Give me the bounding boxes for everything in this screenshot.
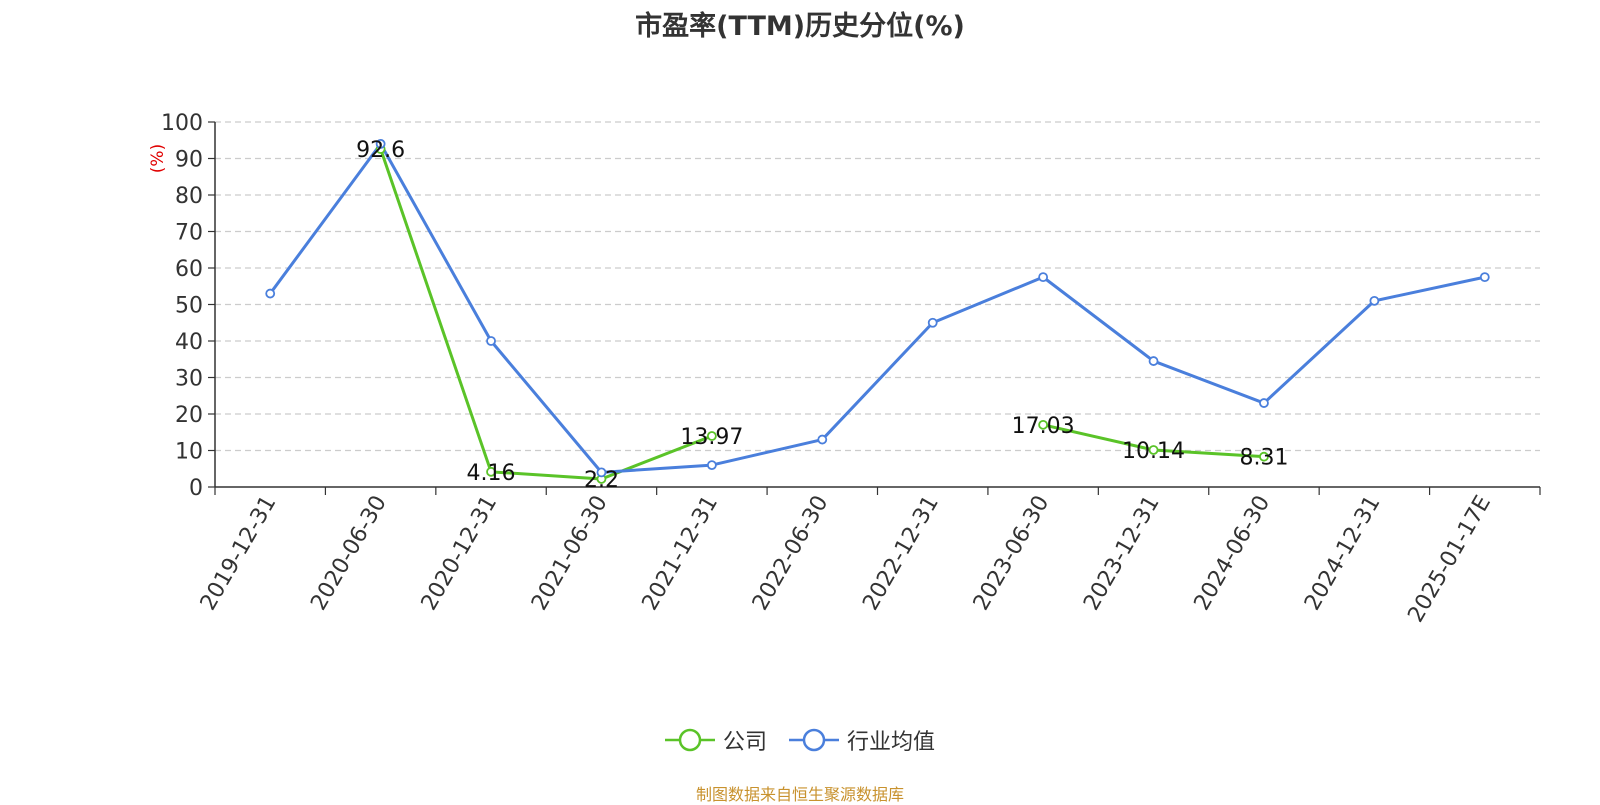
x-tick-label: 2021-06-30	[527, 492, 613, 615]
data-point-0	[706, 431, 717, 441]
y-tick-label: 60	[175, 257, 203, 282]
data-point-1	[1038, 272, 1049, 283]
x-tick-label: 2020-12-31	[417, 491, 503, 614]
x-tick-label: 2022-06-30	[748, 492, 834, 615]
x-tick-label: 2023-06-30	[969, 492, 1055, 615]
y-tick-label: 50	[175, 294, 203, 319]
data-point-1	[927, 317, 938, 328]
data-point-1	[1259, 398, 1269, 408]
x-tick-label: 2019-12-31	[196, 492, 282, 615]
data-label: 4.16	[467, 461, 516, 486]
data-point-1	[596, 467, 607, 478]
y-tick-label: 40	[175, 330, 203, 355]
y-tick-label: 0	[189, 476, 203, 501]
axes: 0 10 20 30 40 50 60 70 80 90 100 (%) 2019-12-31 2020-…	[148, 111, 1541, 627]
data-point-0	[1259, 451, 1269, 462]
data-source-note: 制图数据来自恒生聚源数据库	[695, 785, 904, 804]
data-point-1	[375, 138, 386, 149]
legend-item-industry[interactable]: 行业均值	[789, 724, 935, 756]
x-tick-label: 2024-12-31	[1300, 492, 1386, 615]
y-tick-label: 90	[175, 148, 203, 173]
data-point-0	[1038, 419, 1049, 430]
legend-marker-company	[664, 728, 715, 752]
data-label: 17.03	[1012, 414, 1075, 439]
data-point-1	[817, 434, 828, 445]
data-point-1	[1369, 295, 1380, 306]
data-point-1	[265, 288, 276, 299]
data-point-1	[1148, 356, 1159, 366]
data-label: 8.31	[1239, 446, 1288, 471]
data-label: 10.14	[1122, 439, 1185, 464]
x-tick-label: 2020-06-30	[306, 492, 392, 615]
series-lines	[269, 142, 1486, 481]
grid-lines	[215, 121, 1540, 452]
y-tick-label: 100	[161, 111, 203, 136]
x-tick-label: 2022-12-31	[858, 491, 944, 614]
data-point-0	[486, 466, 496, 477]
x-tick-label: 2024-06-30	[1190, 492, 1276, 615]
y-tick-label: 70	[175, 221, 203, 246]
y-tick-label: 10	[175, 440, 203, 465]
data-label: 92.6	[356, 138, 405, 163]
data-label: 2.2	[584, 468, 619, 493]
chart-title: 市盈率(TTM)历史分位(%)	[635, 11, 965, 42]
series-line-0	[379, 148, 713, 481]
y-tick-label: 30	[175, 367, 203, 392]
data-point-1	[706, 460, 717, 471]
data-point-0	[1148, 445, 1159, 455]
data-point-1	[486, 336, 496, 346]
series-line-1	[269, 142, 1486, 474]
y-tick-label: 80	[175, 184, 203, 209]
y-axis-label: (%)	[148, 144, 168, 173]
legend-marker-industry	[789, 728, 839, 752]
x-tick-label: 2025-01-17E	[1403, 492, 1496, 627]
legend-label-company: 公司	[722, 730, 767, 755]
data-points	[265, 138, 1490, 484]
data-label: 13.97	[680, 425, 743, 450]
legend: 公司 行业均值	[0, 724, 1600, 756]
y-tick-label: 20	[175, 403, 203, 428]
legend-label-industry: 行业均值	[847, 730, 936, 755]
data-labels: 92.6 4.16 2.2 13.97 17.03 10.14 8.31	[356, 138, 1288, 493]
x-tick-label: 2021-12-31	[637, 492, 723, 615]
legend-item-company[interactable]: 公司	[664, 724, 767, 756]
x-tick-label: 2023-12-31	[1079, 492, 1165, 615]
data-point-1	[1479, 272, 1490, 283]
